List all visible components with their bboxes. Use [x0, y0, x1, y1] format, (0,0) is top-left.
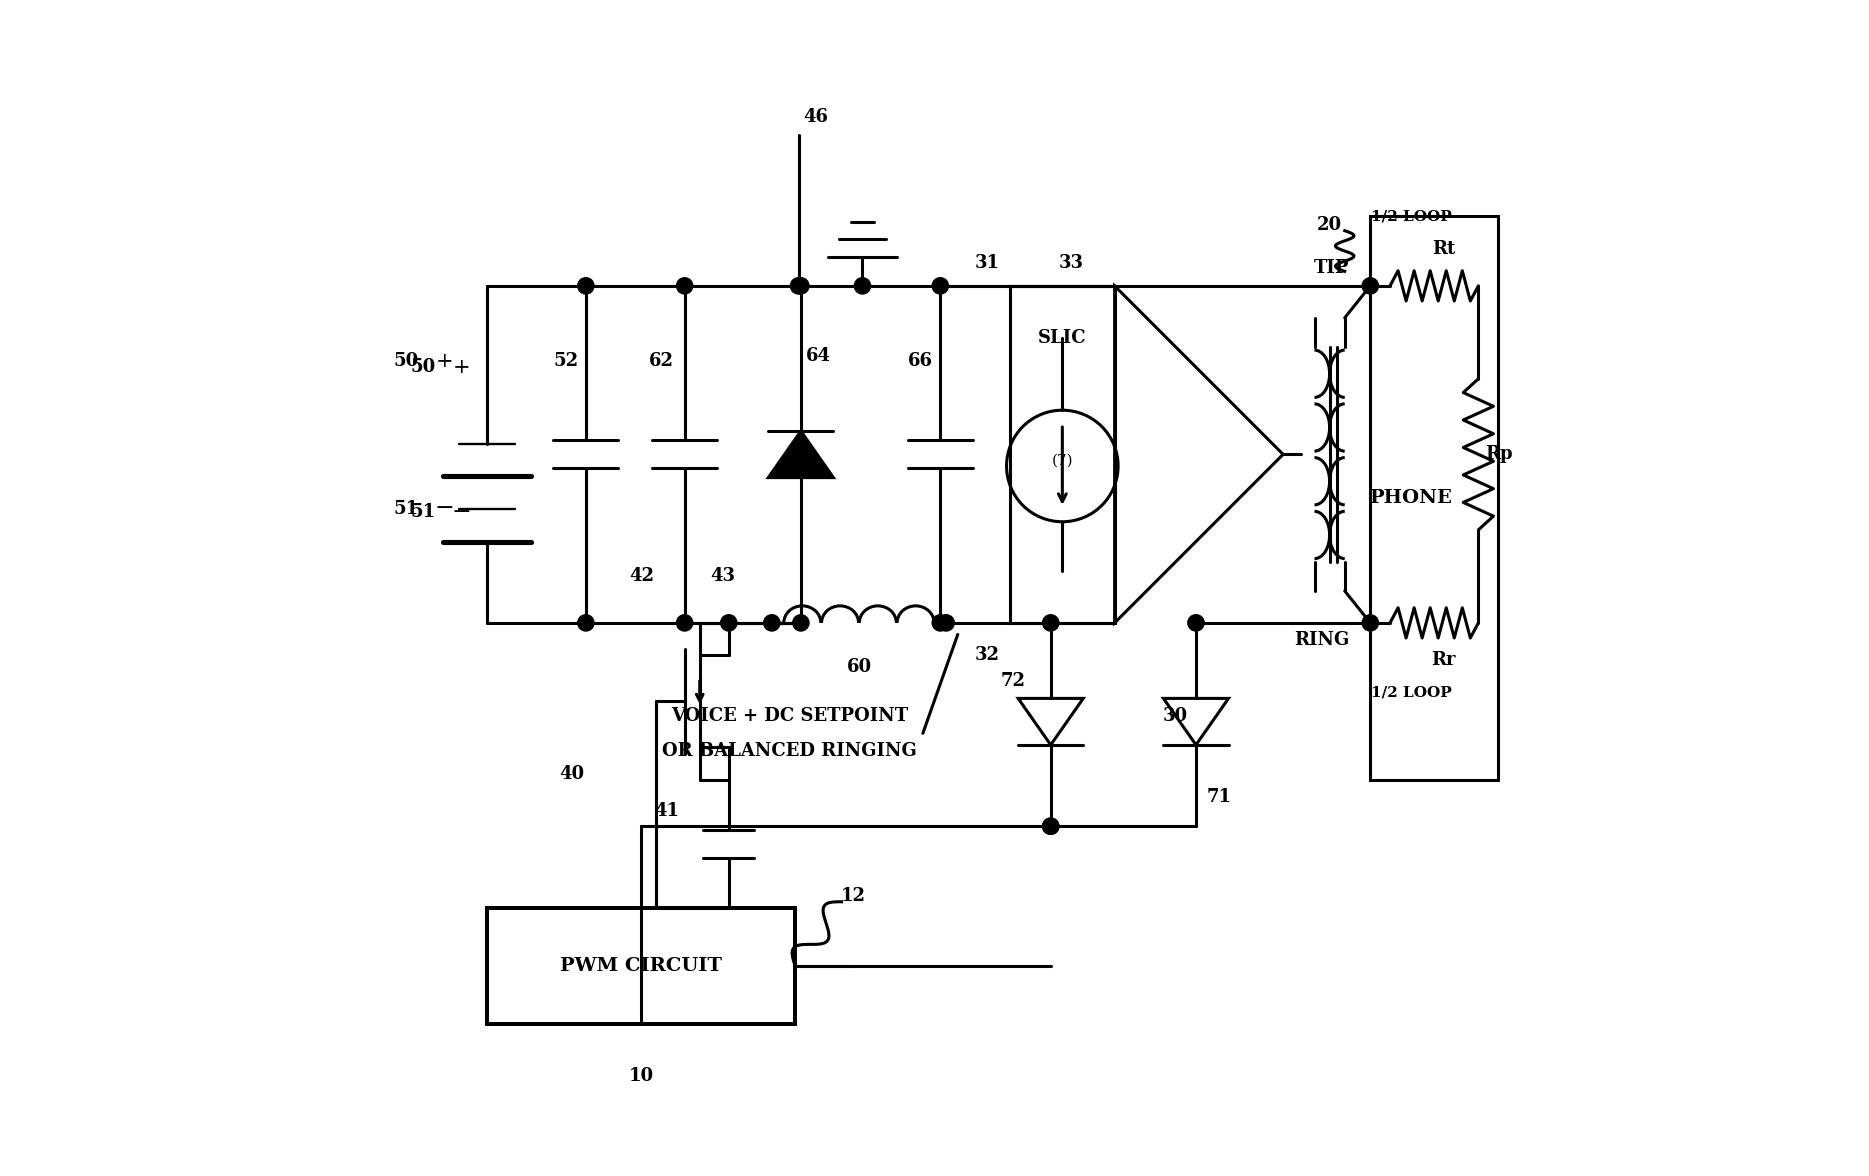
Text: 40: 40 [559, 764, 585, 783]
Text: 60: 60 [847, 659, 871, 676]
Text: PHONE: PHONE [1370, 489, 1452, 507]
Text: 66: 66 [908, 353, 933, 370]
Circle shape [578, 278, 594, 294]
Circle shape [1189, 615, 1204, 632]
Text: 20: 20 [1318, 216, 1342, 234]
Text: Rr: Rr [1432, 652, 1456, 669]
Text: SLIC: SLIC [1037, 329, 1086, 347]
Text: 72: 72 [1002, 671, 1026, 690]
Text: OR BALANCED RINGING: OR BALANCED RINGING [662, 742, 916, 760]
Circle shape [1043, 818, 1060, 834]
Text: 1/2 LOOP: 1/2 LOOP [1370, 686, 1452, 700]
Text: 10: 10 [628, 1067, 654, 1085]
Circle shape [1363, 615, 1379, 632]
Text: 31: 31 [974, 254, 1000, 272]
Circle shape [792, 278, 809, 294]
Text: (7): (7) [1052, 453, 1073, 467]
Text: 43: 43 [710, 567, 736, 586]
Text: RING: RING [1293, 632, 1349, 649]
Text: 46: 46 [804, 108, 828, 126]
Circle shape [792, 615, 809, 632]
Bar [1009, 286, 1114, 623]
Circle shape [1043, 818, 1060, 834]
Circle shape [721, 615, 736, 632]
Text: 42: 42 [630, 567, 654, 586]
Text: 51: 51 [411, 503, 435, 521]
Text: 52: 52 [553, 353, 579, 370]
Text: −: − [452, 501, 471, 524]
Circle shape [578, 615, 594, 632]
Circle shape [791, 278, 807, 294]
Text: 50: 50 [392, 353, 419, 370]
Circle shape [764, 615, 779, 632]
Circle shape [1363, 278, 1379, 294]
Text: 62: 62 [649, 353, 675, 370]
Text: 1/2 LOOP: 1/2 LOOP [1370, 209, 1452, 223]
Polygon shape [768, 432, 834, 477]
Text: 41: 41 [654, 802, 680, 820]
Text: Rt: Rt [1432, 240, 1456, 258]
Text: 71: 71 [1207, 788, 1232, 807]
Text: 64: 64 [806, 347, 832, 365]
Circle shape [938, 615, 955, 632]
Circle shape [677, 615, 693, 632]
Circle shape [854, 278, 871, 294]
Text: +: + [435, 352, 452, 370]
Circle shape [677, 278, 693, 294]
Bar [1370, 216, 1499, 780]
Text: 30: 30 [1163, 707, 1187, 724]
Text: Rp: Rp [1486, 446, 1514, 463]
Circle shape [1043, 615, 1060, 632]
Text: VOICE + DC SETPOINT: VOICE + DC SETPOINT [671, 707, 908, 724]
Text: TIP: TIP [1314, 260, 1349, 278]
Text: +: + [452, 358, 471, 376]
Circle shape [933, 615, 948, 632]
Bar [488, 908, 794, 1024]
Text: 12: 12 [841, 887, 865, 906]
Text: 32: 32 [974, 647, 1000, 664]
Text: 51: 51 [392, 500, 419, 517]
Circle shape [933, 278, 948, 294]
Text: 33: 33 [1060, 254, 1084, 272]
Text: PWM CIRCUIT: PWM CIRCUIT [561, 957, 721, 975]
Text: 50: 50 [411, 359, 435, 376]
Text: −: − [434, 497, 454, 521]
